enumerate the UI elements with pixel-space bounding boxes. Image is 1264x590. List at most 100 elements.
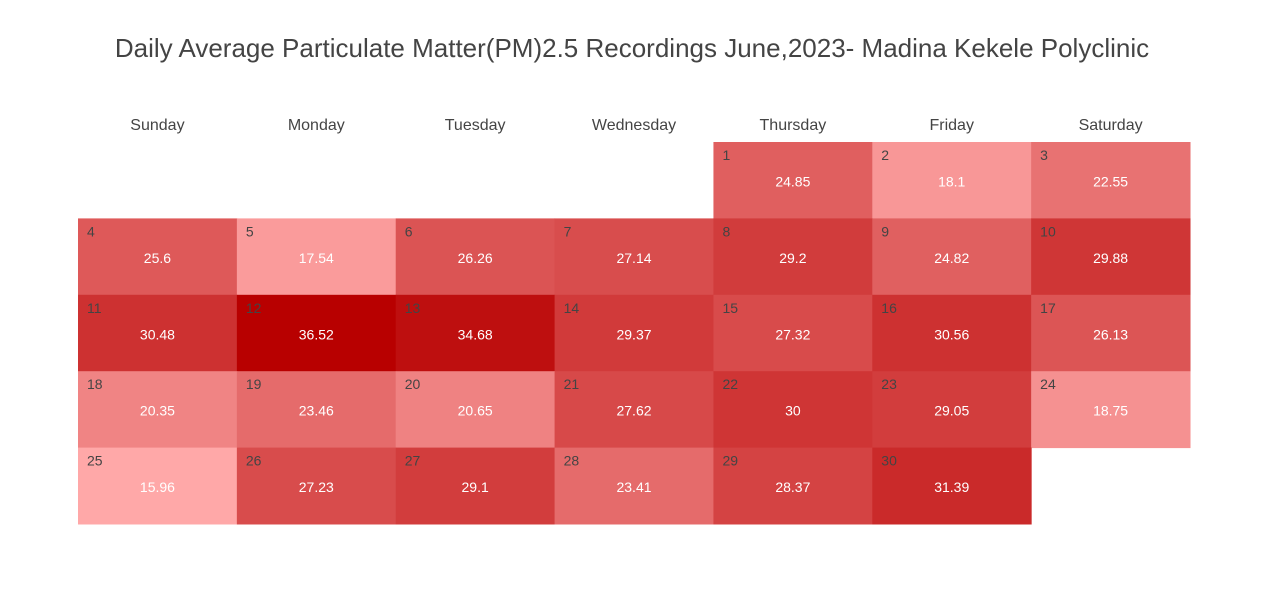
day-cell: 14 29.37 <box>554 294 714 372</box>
value-label: 17.54 <box>299 250 334 266</box>
day-cell: 21 27.62 <box>554 371 714 449</box>
day-number: 4 <box>87 223 95 239</box>
heat-cell <box>872 218 1032 296</box>
weekday-label: Sunday <box>130 117 184 134</box>
day-number: 3 <box>1040 147 1048 163</box>
day-number: 28 <box>564 453 580 469</box>
day-cell: 30 31.39 <box>872 447 1032 525</box>
value-label: 29.88 <box>1093 250 1128 266</box>
day-cell: 23 29.05 <box>872 371 1032 449</box>
day-cell: 18 20.35 <box>78 371 238 449</box>
value-label: 24.82 <box>934 250 969 266</box>
day-number: 1 <box>722 147 730 163</box>
day-number: 10 <box>1040 223 1056 239</box>
day-cell: 24 18.75 <box>1031 371 1191 449</box>
value-label: 27.32 <box>775 326 810 342</box>
heat-cell <box>713 294 873 372</box>
weekday-label: Friday <box>930 117 974 134</box>
day-cell: 19 23.46 <box>236 371 397 449</box>
heat-cell <box>236 371 397 449</box>
day-number: 17 <box>1040 300 1056 316</box>
weekday-label: Saturday <box>1079 117 1143 134</box>
day-number: 20 <box>405 376 421 392</box>
value-label: 34.68 <box>458 326 493 342</box>
weekday-label: Wednesday <box>592 117 676 134</box>
value-label: 29.2 <box>779 250 806 266</box>
heat-cell <box>713 142 873 219</box>
day-number: 21 <box>564 376 580 392</box>
value-label: 24.85 <box>775 174 810 190</box>
day-number: 18 <box>87 376 103 392</box>
value-label: 27.23 <box>299 479 334 495</box>
day-cell: 15 27.32 <box>713 294 873 372</box>
value-label: 15.96 <box>140 479 175 495</box>
value-label: 25.6 <box>144 250 171 266</box>
day-cell: 829.2 <box>713 218 873 296</box>
day-number: 2 <box>881 147 889 163</box>
heat-cell <box>236 218 397 296</box>
heat-cell <box>872 371 1032 449</box>
day-cell: 425.6 <box>78 218 238 296</box>
value-label: 23.46 <box>299 403 334 419</box>
heat-cell <box>713 218 873 296</box>
day-number: 11 <box>87 300 102 316</box>
value-label: 18.75 <box>1093 403 1128 419</box>
weekday-label: Monday <box>288 117 345 134</box>
day-number: 12 <box>246 300 262 316</box>
value-label: 30.48 <box>140 326 175 342</box>
day-number: 13 <box>405 300 421 316</box>
day-cell: 517.54 <box>236 218 397 296</box>
day-number: 16 <box>881 300 897 316</box>
heat-cell <box>554 218 714 296</box>
value-label: 23.41 <box>616 479 651 495</box>
value-label: 20.65 <box>458 403 493 419</box>
day-number: 25 <box>87 453 103 469</box>
day-number: 23 <box>881 376 897 392</box>
day-cell: 29 28.37 <box>713 447 873 525</box>
value-label: 27.62 <box>616 403 651 419</box>
day-number: 7 <box>564 223 572 239</box>
value-label: 22.55 <box>1093 174 1128 190</box>
day-number: 6 <box>405 223 413 239</box>
heat-cell <box>236 447 397 525</box>
heat-cell <box>1031 294 1191 372</box>
weekday-label: Tuesday <box>445 117 506 134</box>
day-number: 22 <box>722 376 738 392</box>
heat-cell <box>395 294 556 372</box>
heat-cell <box>78 294 238 372</box>
day-number: 8 <box>722 223 730 239</box>
heat-cell <box>1031 218 1191 296</box>
day-number: 27 <box>405 453 421 469</box>
heat-cell <box>872 294 1032 372</box>
value-label: 29.05 <box>934 403 969 419</box>
value-label: 29.37 <box>616 326 651 342</box>
heat-cell <box>395 447 556 525</box>
value-label: 29.1 <box>462 479 489 495</box>
heat-cell <box>395 218 556 296</box>
day-number: 26 <box>246 453 262 469</box>
heat-cell <box>554 371 714 449</box>
value-label: 26.13 <box>1093 326 1128 342</box>
day-cell: 22 30 <box>713 371 873 449</box>
day-number: 5 <box>246 223 254 239</box>
day-cell: 13 34.68 <box>395 294 556 372</box>
day-cell: 322.55 <box>1031 142 1191 219</box>
day-cell: 218.1 <box>872 142 1032 219</box>
weekday-label: Thursday <box>760 117 827 134</box>
heat-cell <box>713 447 873 525</box>
day-number: 9 <box>881 223 889 239</box>
day-number: 30 <box>881 453 897 469</box>
chart-title: Daily Average Particulate Matter(PM)2.5 … <box>114 33 1150 63</box>
day-cell: 25 15.96 <box>78 447 238 525</box>
heat-cell <box>713 371 873 449</box>
value-label: 30.56 <box>934 326 969 342</box>
day-cell: 924.82 <box>872 218 1032 296</box>
day-number: 19 <box>246 376 262 392</box>
day-number: 29 <box>722 453 738 469</box>
day-cell: 124.85 <box>713 142 873 219</box>
heat-cell <box>554 447 714 525</box>
day-cell: 626.26 <box>395 218 556 296</box>
heat-cell <box>78 371 238 449</box>
value-label: 18.1 <box>938 174 965 190</box>
